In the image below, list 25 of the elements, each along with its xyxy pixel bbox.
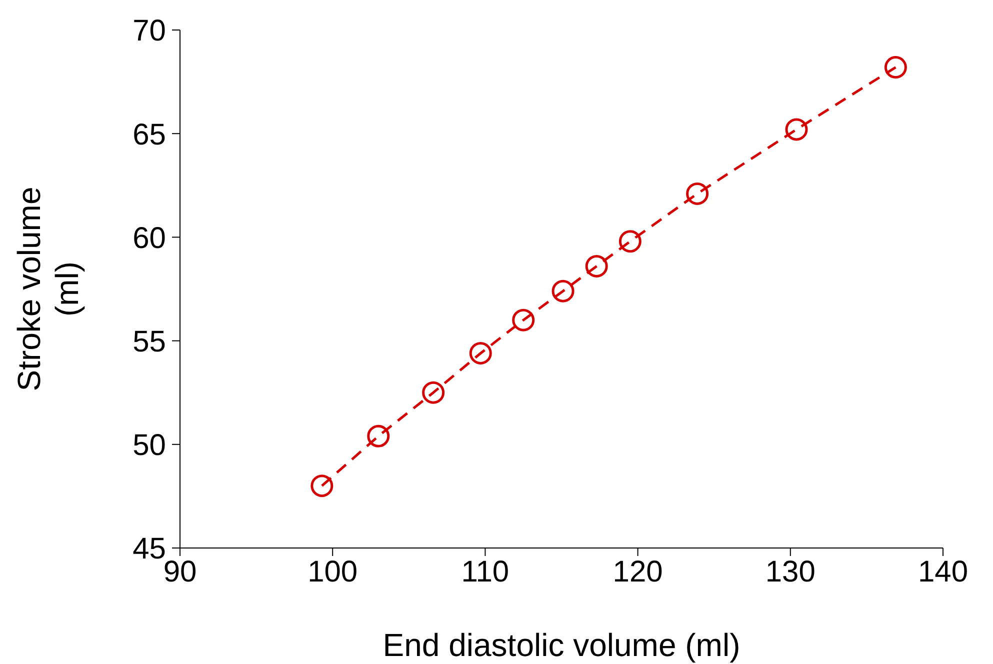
point	[884, 56, 907, 79]
y-tick-label: 50	[132, 429, 166, 462]
x-tick-label: 140	[918, 555, 968, 588]
x-axis-title: End diastolic volume (ml)	[382, 627, 740, 663]
point	[785, 118, 808, 141]
point	[422, 381, 445, 404]
y-tick-label: 65	[132, 118, 166, 152]
point	[469, 342, 492, 364]
point	[310, 474, 334, 498]
point	[367, 424, 390, 448]
x-tick-label: 110	[461, 555, 510, 588]
x-tick-label: 120	[612, 555, 663, 588]
y-tick-label: 55	[132, 325, 166, 358]
point	[585, 254, 608, 278]
point	[618, 230, 642, 253]
y-tick-label: 45	[132, 532, 166, 566]
x-tick-label: 130	[765, 555, 816, 588]
y-tick-label: 60	[132, 222, 166, 255]
y-tick-label: 70	[132, 14, 166, 48]
point	[552, 280, 574, 302]
point	[512, 308, 535, 332]
y-axis-title: Stroke volume (ml)	[11, 186, 85, 392]
x-tick-label: 100	[308, 555, 358, 588]
point	[686, 182, 709, 205]
x-tick-label: 90	[163, 555, 197, 588]
